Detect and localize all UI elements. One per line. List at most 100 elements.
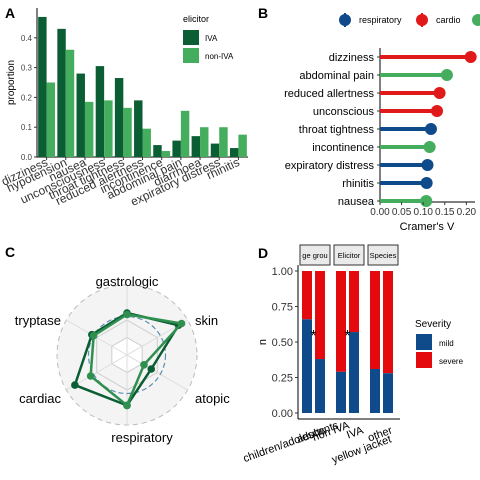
- radar-point: [71, 381, 79, 389]
- panel-label: B: [258, 5, 268, 21]
- lollipop-dot: [423, 141, 436, 153]
- radar-reference-ring: [87, 315, 167, 395]
- radar-point: [140, 361, 148, 369]
- radar-point: [123, 310, 131, 319]
- bar: [38, 16, 47, 157]
- facet-label: Elicitor: [338, 251, 361, 260]
- item-label: expiratory distress: [285, 160, 375, 172]
- item-label: unconscious: [313, 106, 375, 118]
- panel-label: D: [258, 245, 268, 261]
- bar: [191, 136, 201, 157]
- legend-swatch: [183, 30, 199, 45]
- panel-label: A: [5, 5, 15, 21]
- bar: [161, 151, 171, 157]
- x-tick-label: 0.00: [370, 207, 390, 218]
- radar-point: [86, 372, 95, 380]
- x-tick-label: IVA: [345, 424, 366, 441]
- panel-a: 0.00.10.20.30.4proportiondizzinesshypote…: [0, 8, 248, 209]
- significance-star: *: [344, 328, 350, 345]
- radar-point: [89, 331, 98, 340]
- legend-title: Severity: [415, 319, 451, 330]
- legend-dot: [472, 14, 480, 26]
- lollipop-dot: [421, 159, 434, 171]
- facet-label: ge grou: [302, 251, 327, 260]
- bar-mild: [383, 373, 393, 413]
- y-tick-label: 0.00: [272, 408, 293, 420]
- facet-strip: [299, 244, 331, 266]
- y-tick-label: 0.1: [21, 123, 33, 132]
- panel-c: gastrologic skin atopic respiratory cardiac t…: [15, 274, 230, 445]
- bar: [180, 110, 190, 157]
- x-axis-label: Cramer's V: [400, 221, 455, 233]
- y-tick-label: 0.2: [21, 93, 33, 102]
- radar-point: [123, 401, 131, 410]
- y-tick-label: 0.50: [272, 337, 293, 349]
- y-axis-label: proportion: [6, 60, 17, 105]
- panel-d: 0.00 0.25 0.50 0.75 1.00 n ge grou Elicitor Spec…: [242, 244, 464, 467]
- y-tick-label: 0.0: [21, 153, 33, 162]
- bar: [104, 100, 113, 157]
- item-label: reduced allertness: [284, 88, 374, 100]
- y-tick-label: 0.4: [21, 34, 33, 43]
- bar-severe: [336, 271, 346, 372]
- bar: [114, 78, 124, 157]
- item-label: dizziness: [329, 52, 375, 64]
- legend-label: severe: [439, 357, 464, 366]
- bar: [238, 134, 247, 157]
- bar-mild: [349, 332, 359, 413]
- bar: [95, 66, 105, 157]
- panel-labels: A B C D: [5, 5, 268, 261]
- lollipop-dot: [431, 105, 443, 117]
- bar: [76, 73, 85, 157]
- bar-severe: [315, 271, 325, 360]
- y-tick-label: 0.25: [272, 373, 293, 385]
- lollipop-dot: [420, 195, 433, 207]
- legend-label: non-IVA: [205, 52, 234, 61]
- legend-label: respiratory: [359, 15, 402, 25]
- legend-label: cardio: [436, 15, 461, 25]
- x-tick-label: 0.05: [392, 207, 412, 218]
- bar: [57, 28, 66, 157]
- legend-swatch: [183, 48, 199, 63]
- bar: [134, 100, 143, 157]
- facet-strip: [367, 244, 399, 266]
- bar-mild: [315, 359, 325, 413]
- radar-axis-label: gastrologic: [96, 274, 159, 289]
- facet-label: Species: [370, 251, 397, 260]
- bar: [172, 140, 181, 157]
- x-tick-label: 0.10: [413, 207, 433, 218]
- bar-mild: [302, 319, 312, 413]
- item-label: nausea: [338, 196, 375, 208]
- bar: [219, 127, 228, 157]
- x-tick-label: 0.20: [457, 207, 477, 218]
- bar: [46, 82, 56, 157]
- bar-mild: [336, 371, 346, 413]
- legend-swatch: [416, 334, 432, 350]
- bar: [200, 127, 209, 157]
- radar-axis-label: tryptase: [15, 313, 61, 328]
- x-tick-label: 0.15: [435, 207, 455, 218]
- x-tick-label: yellow jacket: [330, 434, 393, 467]
- y-tick-label: 1.00: [272, 266, 293, 278]
- legend-label: mild: [439, 339, 454, 348]
- lollipop-dot: [440, 69, 453, 81]
- item-label: incontinence: [312, 142, 374, 154]
- y-axis-label: n: [257, 339, 269, 345]
- facet-strip: [333, 244, 365, 266]
- bar: [229, 148, 239, 157]
- item-label: throat tightness: [299, 124, 375, 136]
- legend-title: elicitor: [183, 14, 209, 24]
- bar-severe: [370, 271, 380, 369]
- bar: [153, 145, 162, 157]
- radar-axis-label: respiratory: [111, 430, 173, 445]
- legend-swatch: [416, 352, 432, 368]
- panel-label: C: [5, 244, 15, 260]
- bar-severe: [383, 271, 393, 374]
- bar-severe: [349, 271, 359, 333]
- radar-axis-label: skin: [195, 313, 218, 328]
- y-tick-label: 0.3: [21, 64, 33, 73]
- significance-star: *: [310, 328, 316, 345]
- bar: [210, 143, 220, 157]
- y-tick-label: 0.75: [272, 302, 293, 314]
